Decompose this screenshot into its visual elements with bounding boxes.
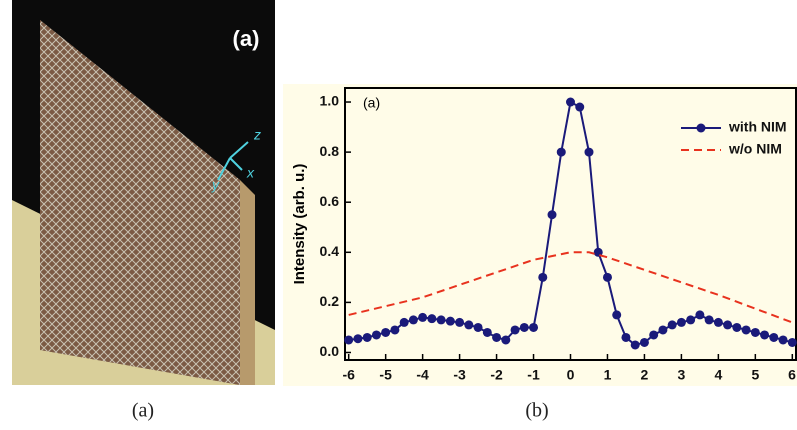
marker bbox=[510, 325, 520, 335]
axis-x: x bbox=[246, 165, 255, 181]
y-tick-label: 0.0 bbox=[320, 343, 340, 359]
marker bbox=[556, 147, 566, 157]
marker bbox=[621, 332, 631, 342]
x-tick-label: 3 bbox=[678, 367, 686, 383]
legend-label: with NIM bbox=[728, 119, 787, 135]
x-tick-label: -5 bbox=[379, 367, 392, 383]
marker bbox=[399, 317, 409, 327]
x-tick-label: -1 bbox=[527, 367, 540, 383]
y-tick-label: 0.8 bbox=[320, 143, 340, 159]
x-tick-label: 6 bbox=[788, 367, 796, 383]
y-tick-label: 0.6 bbox=[320, 193, 340, 209]
marker bbox=[464, 320, 474, 330]
marker bbox=[538, 272, 548, 282]
marker bbox=[529, 322, 539, 332]
marker bbox=[371, 330, 381, 340]
marker bbox=[547, 210, 557, 220]
axis-y: y bbox=[211, 177, 220, 193]
legend-marker bbox=[696, 123, 706, 133]
marker bbox=[787, 337, 797, 347]
marker bbox=[695, 310, 705, 320]
marker bbox=[769, 332, 779, 342]
marker bbox=[492, 332, 502, 342]
marker bbox=[704, 315, 714, 325]
marker bbox=[686, 315, 696, 325]
marker bbox=[353, 334, 363, 344]
marker bbox=[612, 310, 622, 320]
marker bbox=[482, 327, 492, 337]
y-axis-label: Intensity (arb. u.) bbox=[291, 164, 308, 285]
marker bbox=[455, 317, 465, 327]
marker bbox=[741, 325, 751, 335]
y-tick-label: 1.0 bbox=[320, 93, 340, 109]
y-tick-label: 0.4 bbox=[320, 243, 340, 259]
marker bbox=[566, 97, 575, 107]
marker bbox=[732, 322, 742, 332]
x-tick-label: -3 bbox=[453, 367, 466, 383]
marker bbox=[658, 325, 668, 335]
marker bbox=[381, 327, 391, 337]
marker bbox=[445, 316, 455, 326]
marker bbox=[630, 340, 640, 350]
marker bbox=[344, 335, 354, 345]
x-tick-label: -2 bbox=[490, 367, 503, 383]
marker bbox=[575, 102, 585, 112]
caption: (b) bbox=[525, 400, 548, 422]
marker bbox=[519, 322, 529, 332]
marker bbox=[750, 327, 760, 337]
panel-label: (a) bbox=[363, 95, 380, 111]
photo-label: (a) bbox=[233, 26, 260, 51]
x-tick-label: 4 bbox=[714, 367, 722, 383]
marker bbox=[723, 320, 733, 330]
photo: (a) z x y bbox=[12, 0, 275, 385]
x-tick-label: 5 bbox=[751, 367, 759, 383]
x-tick-label: -4 bbox=[416, 367, 429, 383]
caption: (a) bbox=[132, 400, 154, 422]
marker bbox=[408, 315, 418, 325]
axis-z: z bbox=[253, 127, 261, 143]
legend-label: w/o NIM bbox=[728, 141, 782, 157]
marker bbox=[760, 330, 770, 340]
marker bbox=[390, 325, 400, 335]
marker bbox=[584, 147, 594, 157]
marker bbox=[778, 335, 788, 345]
marker bbox=[649, 330, 659, 340]
series-line bbox=[348, 251, 793, 324]
marker bbox=[667, 320, 677, 330]
x-tick-label: 0 bbox=[567, 367, 575, 383]
x-tick-label: -6 bbox=[342, 367, 355, 383]
marker bbox=[602, 272, 612, 282]
marker bbox=[362, 332, 372, 342]
marker bbox=[501, 335, 511, 345]
x-tick-label: 1 bbox=[604, 367, 612, 383]
marker bbox=[436, 315, 446, 325]
marker bbox=[676, 317, 686, 327]
marker bbox=[473, 322, 483, 332]
marker bbox=[639, 337, 649, 347]
marker bbox=[418, 312, 428, 322]
marker bbox=[427, 314, 437, 324]
y-tick-label: 0.2 bbox=[320, 293, 340, 309]
x-tick-label: 2 bbox=[641, 367, 649, 383]
marker bbox=[713, 317, 723, 327]
